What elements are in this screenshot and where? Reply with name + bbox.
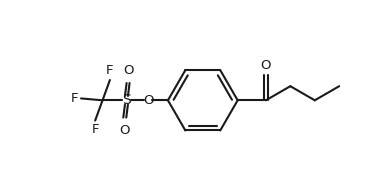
Text: O: O bbox=[261, 59, 271, 72]
Text: O: O bbox=[123, 64, 133, 77]
Text: F: F bbox=[71, 92, 78, 105]
Text: O: O bbox=[119, 123, 130, 137]
Text: F: F bbox=[106, 64, 114, 77]
Text: O: O bbox=[143, 94, 153, 107]
Text: S: S bbox=[122, 93, 131, 107]
Text: F: F bbox=[91, 123, 99, 136]
